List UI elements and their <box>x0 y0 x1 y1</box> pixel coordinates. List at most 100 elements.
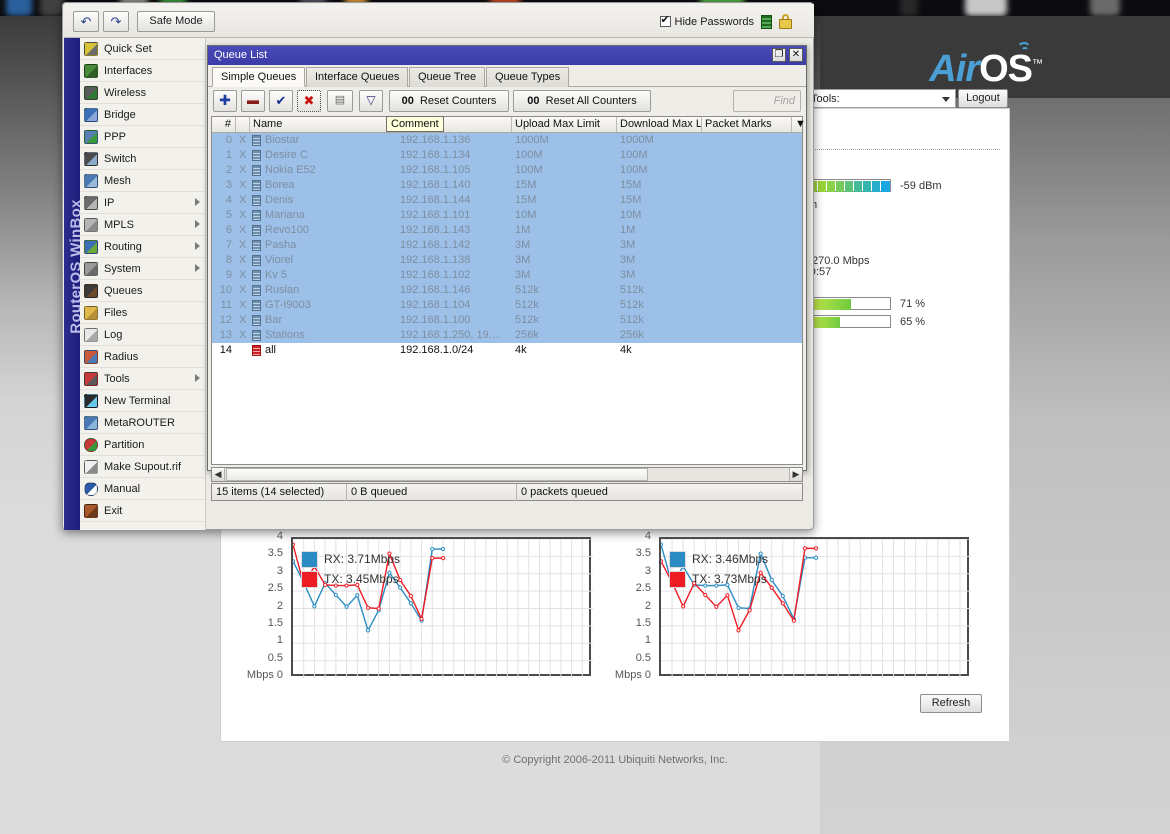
tab-queue-types[interactable]: Queue Types <box>486 67 570 87</box>
tools-select[interactable]: Tools: <box>806 89 956 108</box>
scroll-thumb[interactable] <box>226 468 648 481</box>
horizontal-scrollbar[interactable]: ◀ ▶ <box>211 467 803 482</box>
table-row[interactable]: 5 X Mariana 192.168.1.101 10M 10M <box>212 208 802 223</box>
redo-button[interactable]: ↷ <box>103 11 129 32</box>
comment-button[interactable]: ▤ <box>327 90 353 112</box>
plus-icon: ✚ <box>219 92 231 108</box>
sidebar-item-quick-set[interactable]: Quick Set <box>80 38 205 60</box>
cross-icon: ✖ <box>303 93 315 108</box>
sidebar-item-label: Files <box>104 307 128 319</box>
tab-queue-tree[interactable]: Queue Tree <box>409 67 486 87</box>
queue-list-titlebar: Queue List ❐ ✕ <box>208 46 806 65</box>
sidebar-item-label: Mesh <box>104 175 131 187</box>
column-header--[interactable]: # <box>212 117 236 132</box>
queue-table-body[interactable]: 0 X Biostar 192.168.1.136 1000M 1000M 1 X Desire… <box>212 133 802 358</box>
sidebar-item-tools[interactable]: Tools <box>80 368 205 390</box>
tab-label: Interface Queues <box>315 71 400 83</box>
table-row[interactable]: 13 X Stations 192.168.1.250, 19… 256k 256k <box>212 328 802 343</box>
scroll-left-arrow[interactable]: ◀ <box>212 468 225 481</box>
legend-label: RX: 3.71Mbps <box>324 552 401 566</box>
hide-passwords-toggle[interactable]: Hide Passwords <box>659 13 754 28</box>
table-row[interactable]: 8 X Viorel 192.168.1.138 3M 3M <box>212 253 802 268</box>
disable-queue-button[interactable]: ✖ <box>297 90 321 112</box>
sidebar-item-exit[interactable]: Exit <box>80 500 205 522</box>
column-header-name[interactable]: Name <box>250 117 397 132</box>
signal-seg <box>818 181 826 192</box>
column-chooser-icon[interactable]: ▼ <box>795 118 804 130</box>
row-packet-marks <box>702 223 792 238</box>
sidebar-item-queues[interactable]: Queues <box>80 280 205 302</box>
sidebar-item-radius[interactable]: Radius <box>80 346 205 368</box>
legend-swatch <box>669 551 686 568</box>
row-download-limit: 512k <box>620 284 644 296</box>
close-button[interactable]: ✕ <box>789 48 803 62</box>
signal-strength-meter <box>808 179 891 192</box>
row-packet-marks <box>702 193 792 208</box>
chart-plot-area <box>659 537 971 678</box>
reset-all-counters-button[interactable]: 00 Reset All Counters <box>513 90 651 112</box>
refresh-button[interactable]: Refresh <box>920 694 982 713</box>
safe-mode-button[interactable]: Safe Mode <box>137 11 215 32</box>
sidebar-item-log[interactable]: Log <box>80 324 205 346</box>
y-axis-tick: 4 <box>644 530 651 542</box>
sidebar-item-ppp[interactable]: PPP <box>80 126 205 148</box>
sidebar-item-manual[interactable]: Manual <box>80 478 205 500</box>
sidebar-item-new-terminal[interactable]: New Terminal <box>80 390 205 412</box>
winbox-toolbar: ↶ ↷ Safe Mode Hide Passwords <box>64 4 814 38</box>
row-packet-marks <box>702 343 792 358</box>
table-row[interactable]: 4 X Denis 192.168.1.144 15M 15M <box>212 193 802 208</box>
table-row[interactable]: 3 X Borea 192.168.1.140 15M 15M <box>212 178 802 193</box>
sidebar-item-make-supout-rif[interactable]: Make Supout.rif <box>80 456 205 478</box>
logout-button[interactable]: Logout <box>958 89 1008 108</box>
column-header-upload-max-limit[interactable]: Upload Max Limit <box>512 117 617 132</box>
sidebar-item-interfaces[interactable]: Interfaces <box>80 60 205 82</box>
row-target: 192.168.1.104 <box>400 299 471 311</box>
table-row[interactable]: 0 X Biostar 192.168.1.136 1000M 1000M <box>212 133 802 148</box>
sidebar-item-wireless[interactable]: Wireless <box>80 82 205 104</box>
filter-button[interactable]: ▽ <box>359 90 383 112</box>
queue-item-icon <box>252 255 261 266</box>
row-flag: X <box>239 284 247 296</box>
sidebar-item-ip[interactable]: IP <box>80 192 205 214</box>
sidebar-item-switch[interactable]: Switch <box>80 148 205 170</box>
scroll-right-arrow[interactable]: ▶ <box>789 468 802 481</box>
undo-button[interactable]: ↶ <box>73 11 99 32</box>
row-target: 192.168.1.102 <box>400 269 471 281</box>
signal-seg <box>872 181 880 192</box>
chevron-down-icon <box>942 97 950 102</box>
table-row[interactable]: 2 X Nokia E52 192.168.1.105 100M 100M <box>212 163 802 178</box>
enable-queue-button[interactable]: ✔ <box>269 90 293 112</box>
sidebar-item-partition[interactable]: Partition <box>80 434 205 456</box>
bridge-icon <box>84 108 98 122</box>
find-input[interactable]: Find <box>733 90 801 112</box>
sidebar-item-system[interactable]: System <box>80 258 205 280</box>
table-row[interactable]: 1 X Desire C 192.168.1.134 100M 100M <box>212 148 802 163</box>
sidebar-item-label: IP <box>104 197 115 209</box>
sidebar-item-routing[interactable]: Routing <box>80 236 205 258</box>
sidebar-item-mpls[interactable]: MPLS <box>80 214 205 236</box>
sidebar-item-files[interactable]: Files <box>80 302 205 324</box>
table-row[interactable]: 11 X GT-I9003 192.168.1.104 512k 512k <box>212 298 802 313</box>
sidebar-item-metarouter[interactable]: MetaROUTER <box>80 412 205 434</box>
sidebar-item-mesh[interactable]: Mesh <box>80 170 205 192</box>
queue-item-icon <box>252 285 261 296</box>
table-row[interactable]: 10 X Ruslan 192.168.1.146 512k 512k <box>212 283 802 298</box>
tab-interface-queues[interactable]: Interface Queues <box>306 67 409 87</box>
remove-queue-button[interactable]: ▬ <box>241 90 265 112</box>
y-axis-tick: 1.5 <box>267 616 283 629</box>
sidebar-item-bridge[interactable]: Bridge <box>80 104 205 126</box>
table-row[interactable]: 9 X Kv 5 192.168.1.102 3M 3M <box>212 268 802 283</box>
add-queue-button[interactable]: ✚ <box>213 90 237 112</box>
table-row[interactable]: 6 X Revo100 192.168.1.143 1M 1M <box>212 223 802 238</box>
reset-counters-button[interactable]: 00 Reset Counters <box>389 90 509 112</box>
y-axis-tick: 1 <box>276 634 283 647</box>
table-row[interactable]: 12 X Bar 192.168.1.100 512k 512k <box>212 313 802 328</box>
maximize-button[interactable]: ❐ <box>772 48 786 62</box>
table-row[interactable]: 7 X Pasha 192.168.1.142 3M 3M <box>212 238 802 253</box>
column-header-download-max-limit[interactable]: Download Max Limit <box>617 117 702 132</box>
column-header-flags[interactable] <box>236 117 250 132</box>
tab-simple-queues[interactable]: Simple Queues <box>212 67 306 87</box>
column-header-packet-marks[interactable]: Packet Marks <box>702 117 792 132</box>
hide-passwords-checkbox[interactable] <box>659 13 671 27</box>
table-row[interactable]: 14 all 192.168.1.0/24 4k 4k <box>212 343 802 358</box>
